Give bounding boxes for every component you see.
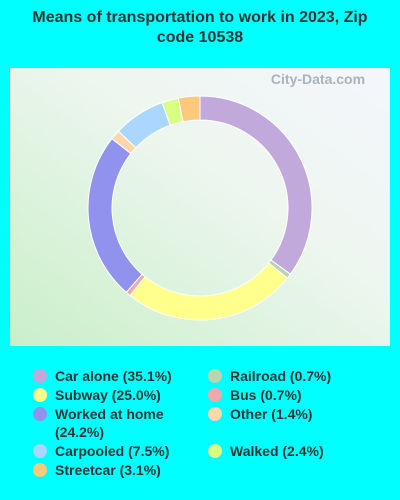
legend-name: Walked — [230, 443, 279, 459]
legend-name: Car alone — [55, 368, 119, 384]
legend-swatch — [33, 369, 47, 383]
legend-item: Carpooled (7.5%) — [33, 442, 208, 460]
legend-value: (25.0%) — [111, 387, 161, 403]
legend-value: (24.2%) — [55, 424, 105, 440]
legend-item: Bus (0.7%) — [208, 386, 368, 404]
legend-name: Bus — [230, 387, 257, 403]
legend-label: Worked at home (24.2%) — [55, 405, 200, 441]
chart: City-Data.com — [10, 68, 390, 346]
legend-label: Bus (0.7%) — [230, 386, 368, 404]
legend-item: Railroad (0.7%) — [208, 367, 368, 385]
legend-item: Subway (25.0%) — [33, 386, 208, 404]
legend-label: Walked (2.4%) — [230, 442, 368, 460]
legend-name: Streetcar — [55, 462, 116, 478]
legend-value: (2.4%) — [282, 443, 324, 459]
donut-segment — [177, 95, 201, 123]
legend-label: Carpooled (7.5%) — [55, 442, 200, 460]
legend-item: Worked at home (24.2%) — [33, 405, 208, 441]
legend-swatch — [208, 407, 222, 421]
legend-value: (0.7%) — [289, 368, 332, 384]
legend: Car alone (35.1%) Railroad (0.7%) Subway (… — [33, 367, 368, 479]
legend-swatch — [208, 369, 222, 383]
legend-value: (0.7%) — [260, 387, 302, 403]
legend-value: (3.1%) — [119, 462, 161, 478]
legend-label: Car alone (35.1%) — [55, 367, 200, 385]
legend-item: Other (1.4%) — [208, 405, 368, 441]
legend-value: (7.5%) — [128, 443, 170, 459]
legend-name: Subway — [55, 387, 108, 403]
legend-name: Worked at home — [55, 406, 164, 422]
legend-item: Car alone (35.1%) — [33, 367, 208, 385]
legend-item: Streetcar (3.1%) — [33, 461, 208, 479]
legend-swatch — [33, 407, 47, 421]
legend-swatch — [33, 463, 47, 477]
legend-name: Other — [230, 406, 268, 422]
legend-swatch — [208, 388, 222, 402]
legend-swatch — [208, 444, 222, 458]
legend-value: (35.1%) — [122, 368, 172, 384]
legend-label: Streetcar (3.1%) — [55, 461, 200, 479]
legend-swatch — [33, 444, 47, 458]
legend-name: Railroad — [230, 368, 287, 384]
chart-title: Means of transportation to work in 2023,… — [32, 9, 368, 46]
legend-item: Walked (2.4%) — [208, 442, 368, 460]
legend-label: Railroad (0.7%) — [230, 367, 368, 385]
watermark: City-Data.com — [271, 71, 365, 87]
legend-label: Other (1.4%) — [230, 405, 368, 423]
legend-label: Subway (25.0%) — [55, 386, 200, 404]
legend-value: (1.4%) — [271, 406, 313, 422]
legend-name: Carpooled — [55, 443, 125, 459]
legend-swatch — [33, 388, 47, 402]
